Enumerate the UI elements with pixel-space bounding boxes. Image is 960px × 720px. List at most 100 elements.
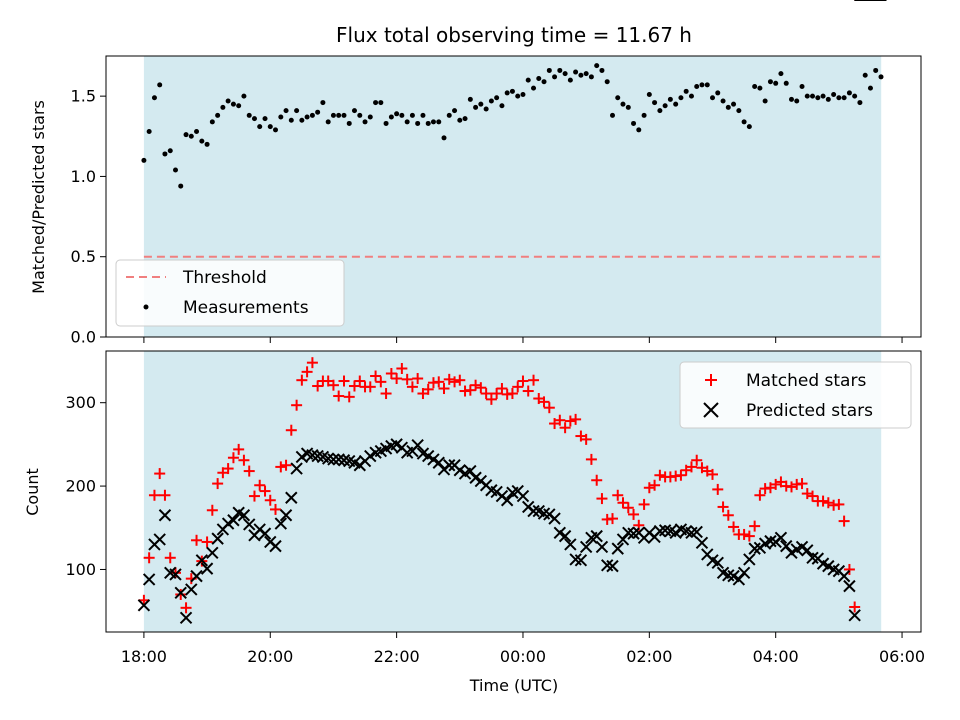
matched-star-point: [291, 399, 303, 411]
measurement-point: [188, 133, 194, 139]
x-axis: 18:00 20:00 22:00 00:00 02:00 04:00 06:00: [121, 632, 925, 666]
matched-star-point: [449, 376, 461, 388]
matched-star-point: [438, 383, 450, 395]
matched-star-point: [638, 498, 650, 510]
measurement-point: [599, 67, 605, 73]
measurement-point: [183, 132, 189, 138]
matched-star-point: [159, 489, 171, 501]
measurement-point: [346, 120, 352, 126]
measurement-point: [641, 112, 647, 118]
matched-star-point: [338, 375, 350, 387]
measurement-point: [620, 101, 626, 107]
measurement-point: [846, 90, 852, 96]
measurement-point: [573, 69, 579, 75]
matched-star-point: [717, 501, 729, 513]
y-tick-label: 1.0: [71, 167, 96, 186]
matched-star-point: [617, 497, 629, 509]
predicted-star-point: [743, 553, 756, 566]
measurement-point: [241, 93, 247, 99]
measurement-point: [478, 101, 484, 107]
measurement-point: [351, 108, 357, 114]
measurement-point: [288, 117, 294, 123]
measurement-point: [273, 127, 279, 133]
measurement-point: [178, 183, 184, 189]
measurement-point: [209, 119, 215, 125]
predicted-star-point: [611, 542, 624, 555]
predicted-star-point: [516, 489, 530, 503]
matched-star-point: [401, 373, 413, 385]
predicted-stars-points: [137, 0, 887, 625]
predicted-star-point: [411, 439, 424, 452]
top-panel: 0.0 0.5 1.0 1.5 Matched/Predicted stars Thr…: [29, 55, 922, 347]
matched-star-point: [554, 414, 566, 426]
legend-predicted-swatch: [703, 402, 719, 418]
predicted-star-point: [158, 509, 172, 522]
measurement-point: [841, 95, 847, 101]
matched-star-point: [485, 393, 497, 405]
measurement-point: [504, 90, 510, 96]
measurement-point: [267, 124, 273, 130]
predicted-star-point: [606, 559, 619, 573]
measurement-point: [141, 157, 147, 163]
top-y-axis: 0.0 0.5 1.0 1.5: [71, 87, 106, 347]
matched-star-point: [849, 601, 861, 613]
measurement-point: [515, 93, 521, 99]
matched-star-point: [285, 424, 297, 436]
measurement-point: [151, 95, 157, 101]
predicted-star-point: [185, 583, 198, 596]
measurement-point: [531, 85, 537, 91]
measurement-point: [836, 95, 842, 101]
measurement-point: [315, 109, 321, 115]
matched-star-point: [807, 490, 819, 502]
legend-matched-label: Matched stars: [746, 371, 866, 391]
measurement-point: [541, 79, 547, 85]
measurement-point: [688, 93, 694, 99]
matched-star-point: [222, 463, 234, 475]
measurement-point: [146, 128, 152, 134]
x-tick-label: 06:00: [879, 647, 925, 666]
measurement-point: [162, 151, 168, 157]
measurement-point: [720, 98, 726, 104]
measurement-point: [409, 112, 415, 118]
matched-star-point: [770, 478, 782, 490]
measurement-point: [341, 112, 347, 118]
measurement-point: [199, 138, 205, 144]
x-tick-label: 00:00: [500, 647, 546, 666]
matched-star-point: [785, 481, 797, 493]
top-y-axis-label: Matched/Predicted stars: [29, 100, 48, 294]
measurement-point: [172, 167, 178, 173]
measurement-point: [383, 120, 389, 126]
measurement-point: [520, 92, 526, 98]
measurement-point: [857, 100, 863, 106]
matched-star-point: [364, 381, 376, 393]
predicted-star-point: [206, 546, 219, 559]
bottom-panel: 100 200 300 18:00 20:00 22:00 00:00 02:00 04:00…: [23, 0, 925, 695]
matched-star-point: [296, 374, 308, 386]
matched-star-point: [206, 504, 218, 516]
measurement-point: [167, 148, 173, 154]
matched-star-point: [143, 552, 155, 564]
measurement-point: [473, 104, 479, 110]
measurement-point: [778, 71, 784, 77]
measurement-point: [715, 90, 721, 96]
measurement-point: [257, 124, 263, 130]
measurement-point: [536, 75, 542, 81]
measurement-point: [657, 108, 663, 114]
measurement-point: [446, 112, 452, 118]
matched-star-point: [522, 385, 534, 397]
matched-star-point: [728, 521, 740, 533]
bottom-legend-box: [679, 361, 912, 429]
measurement-point: [625, 104, 631, 110]
measurement-point: [804, 93, 810, 99]
predicted-star-point: [195, 554, 209, 567]
predicted-star-point: [290, 462, 303, 475]
measurement-point: [399, 112, 405, 118]
legend-matched-swatch: [705, 374, 717, 386]
measurement-point: [499, 103, 505, 109]
predicted-star-point: [227, 514, 240, 527]
measurement-point: [457, 117, 463, 123]
measurement-point: [157, 82, 163, 88]
predicted-star-point: [464, 464, 477, 478]
matched-star-point: [248, 490, 260, 502]
